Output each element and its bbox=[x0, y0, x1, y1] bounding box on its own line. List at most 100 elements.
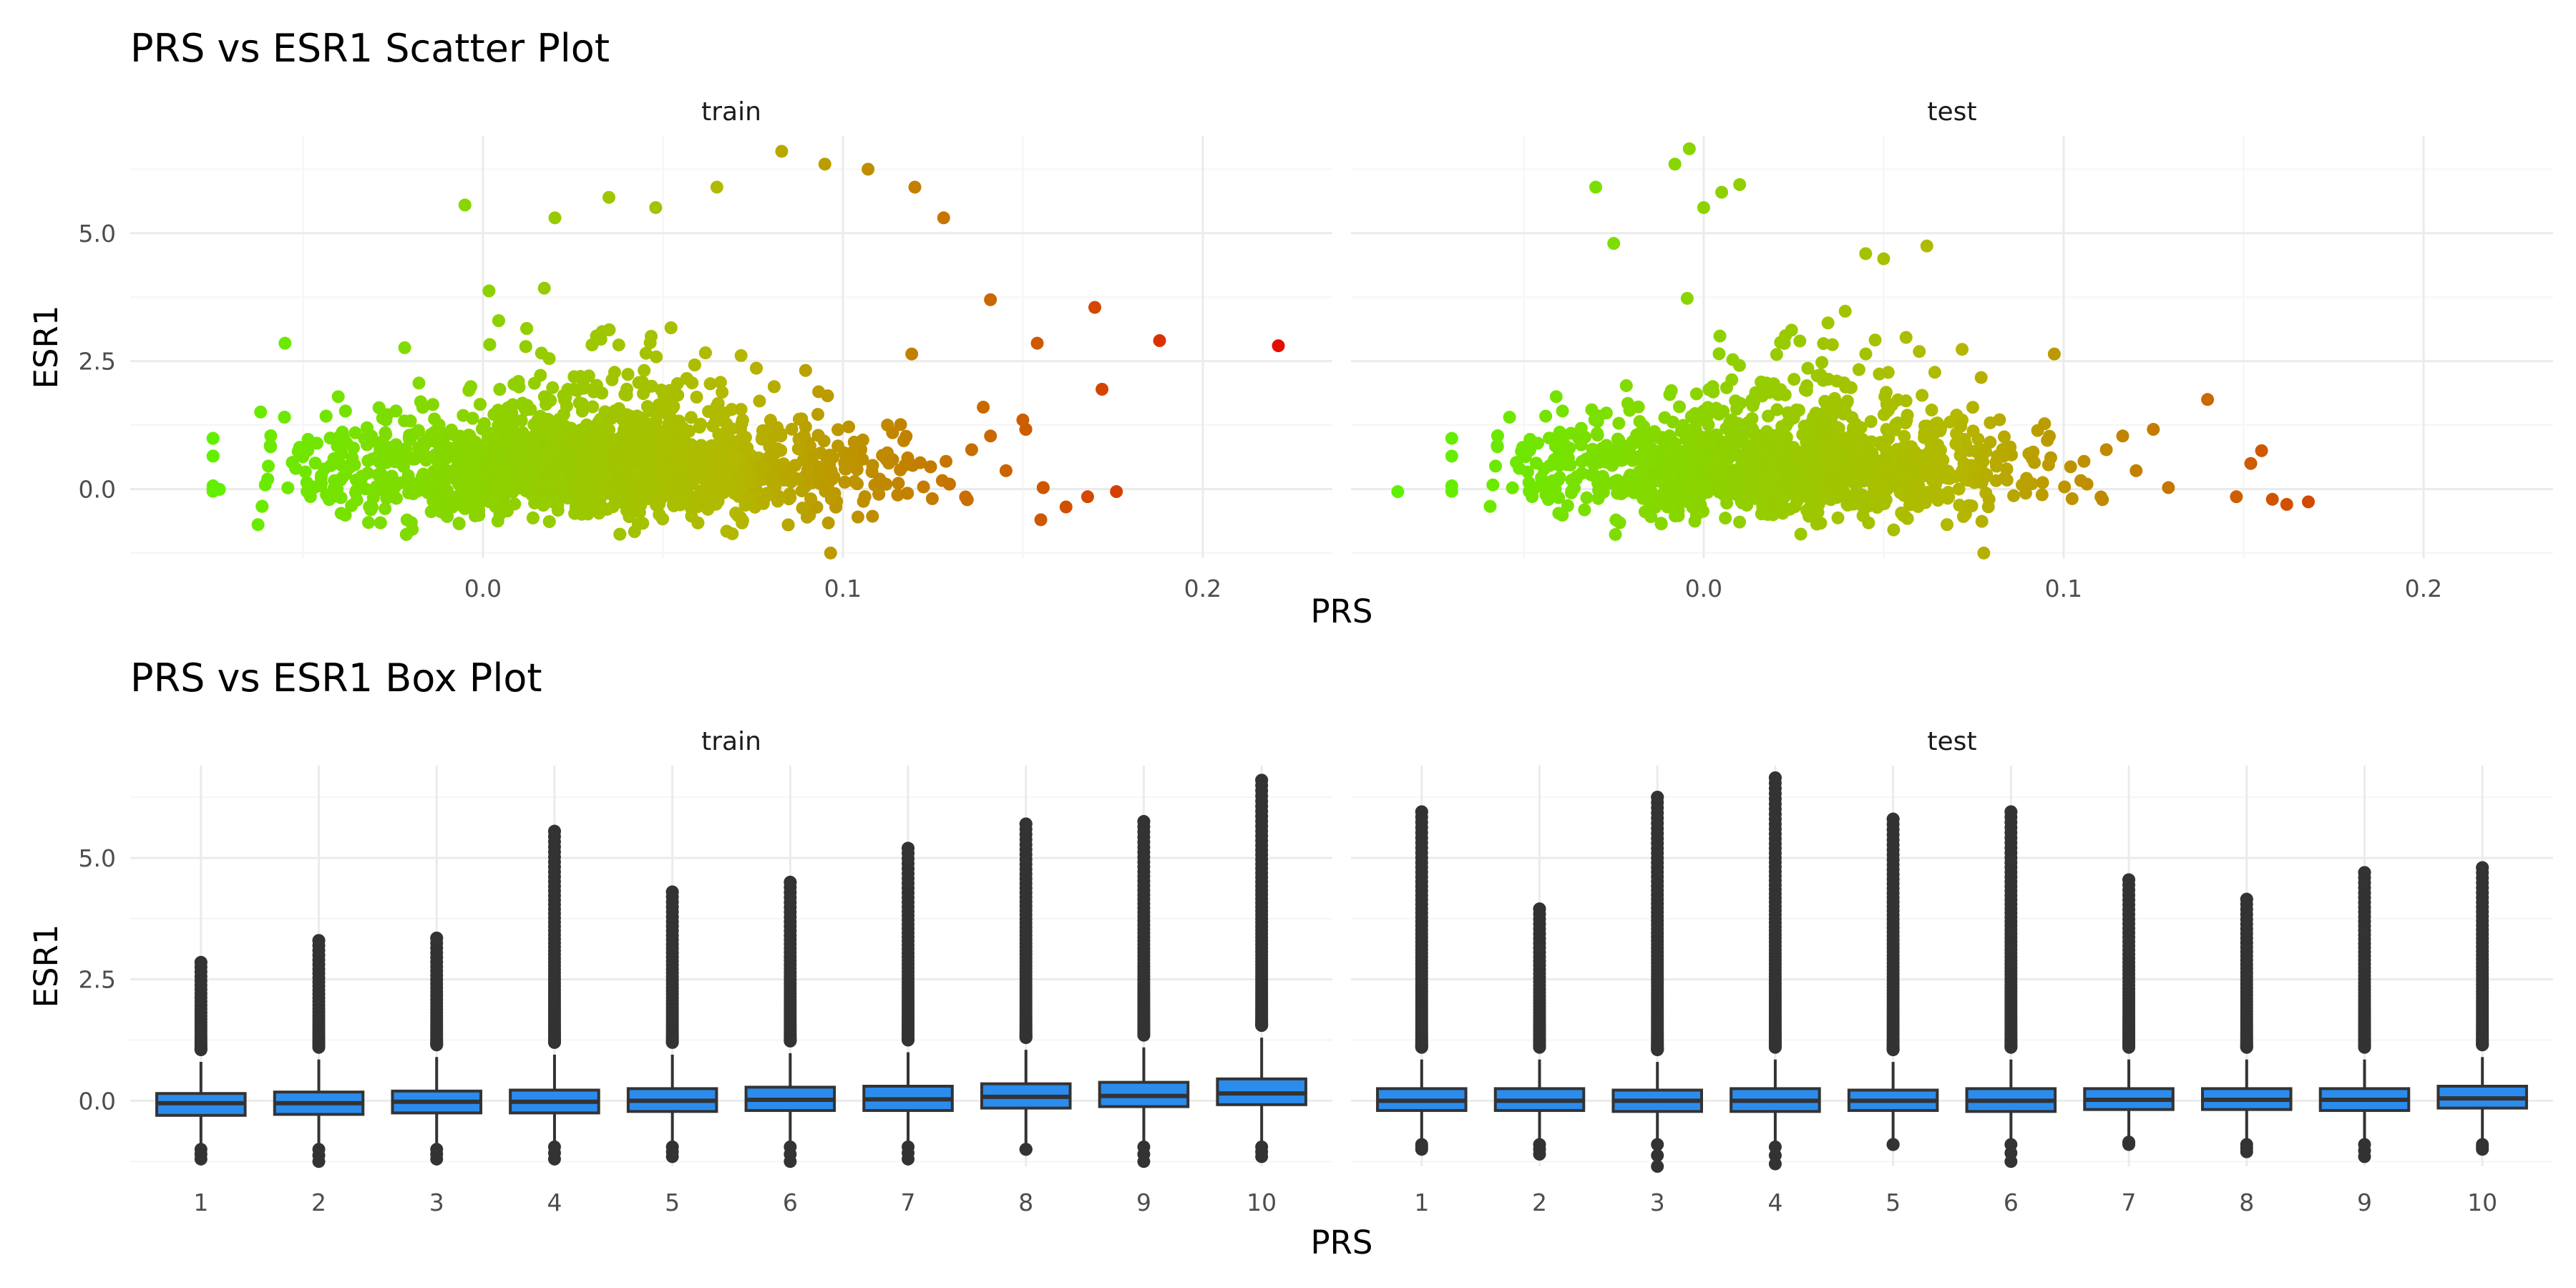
scatter-point bbox=[251, 518, 265, 532]
scatter-point bbox=[2096, 493, 2109, 507]
scatter-point bbox=[1644, 510, 1658, 524]
x-tick-label: 3 bbox=[429, 1189, 444, 1216]
scatter-point bbox=[538, 390, 552, 404]
scatter-point bbox=[937, 211, 950, 225]
scatter-point bbox=[899, 429, 913, 443]
scatter-point bbox=[785, 422, 799, 436]
scatter-point bbox=[1785, 323, 1798, 337]
scatter-point bbox=[771, 494, 784, 508]
scatter-point bbox=[1682, 142, 1696, 155]
scatter-point bbox=[763, 440, 776, 454]
scatter-point bbox=[556, 475, 570, 489]
scatter-point bbox=[698, 346, 712, 360]
scatter-point bbox=[842, 420, 856, 434]
scatter-point bbox=[261, 472, 275, 486]
scatter-point bbox=[590, 428, 604, 441]
scatter-point bbox=[381, 471, 394, 484]
scatter-point bbox=[1666, 415, 1679, 429]
scatter-point bbox=[1110, 485, 1123, 499]
scatter-point bbox=[1847, 431, 1860, 445]
box-10 bbox=[1216, 774, 1307, 1163]
scatter-point bbox=[2265, 492, 2279, 506]
scatter-point bbox=[821, 516, 835, 530]
scatter-point bbox=[2201, 393, 2215, 406]
scatter-point bbox=[639, 346, 653, 360]
scatter-point bbox=[1680, 291, 1694, 305]
scatter-point bbox=[1612, 416, 1626, 430]
scatter-point bbox=[1665, 440, 1679, 454]
scatter-point bbox=[1816, 414, 1830, 428]
scatter-point bbox=[775, 145, 789, 158]
outlier-point bbox=[902, 841, 915, 855]
scatter-point bbox=[426, 398, 439, 411]
scatter-point bbox=[469, 448, 483, 462]
scatter-point bbox=[360, 421, 374, 434]
scatter-point bbox=[343, 461, 356, 474]
scatter-point bbox=[756, 431, 769, 444]
scatter-point bbox=[734, 348, 748, 362]
scatter-point bbox=[1489, 459, 1503, 473]
scatter-point bbox=[1611, 474, 1624, 487]
scatter-point bbox=[664, 321, 678, 335]
outlier-point bbox=[1886, 1138, 1900, 1151]
scatter-point bbox=[782, 492, 796, 506]
scatter-point bbox=[763, 414, 777, 427]
scatter-point bbox=[1821, 316, 1835, 330]
scatter-point bbox=[1989, 456, 2003, 469]
scatter-point bbox=[1445, 479, 1458, 492]
scatter-point bbox=[399, 527, 413, 541]
outlier-point bbox=[1651, 1138, 1664, 1151]
scatter-point bbox=[901, 487, 914, 500]
scatter-point bbox=[657, 406, 670, 419]
scatter-point bbox=[1657, 432, 1671, 446]
x-tick-label: 0.1 bbox=[2045, 575, 2082, 602]
scatter-point bbox=[1541, 493, 1555, 507]
scatter-point bbox=[1898, 429, 1911, 443]
scatter-point bbox=[501, 401, 514, 414]
scatter-point bbox=[821, 450, 835, 464]
scatter-point bbox=[803, 476, 816, 489]
scatter-point bbox=[1685, 435, 1699, 449]
outlier-point bbox=[784, 875, 797, 889]
scatter-point bbox=[1689, 387, 1703, 401]
scatter-points-test bbox=[1391, 142, 2315, 560]
scatter-point bbox=[424, 504, 438, 518]
facet-strip-label: train bbox=[701, 97, 761, 127]
scatter-point bbox=[421, 484, 435, 498]
outliers bbox=[1768, 771, 1782, 1171]
scatter-point bbox=[680, 371, 693, 385]
scatter-point bbox=[819, 484, 832, 498]
scatter-point bbox=[1580, 491, 1594, 504]
scatter-point bbox=[538, 437, 552, 451]
scatter-point bbox=[1674, 424, 1688, 438]
scatter-point bbox=[1588, 413, 1601, 426]
x-tick-label: 9 bbox=[1136, 1189, 1151, 1216]
scatter-point bbox=[639, 467, 653, 480]
box-6 bbox=[744, 875, 836, 1169]
scatter-point bbox=[613, 527, 627, 541]
scatter-point bbox=[1840, 394, 1854, 408]
scatter-point bbox=[1594, 479, 1607, 493]
x-tick-label: 0.0 bbox=[464, 575, 502, 602]
scatter-point bbox=[649, 201, 663, 215]
scatter-point bbox=[602, 323, 616, 336]
outlier-point bbox=[1768, 771, 1782, 784]
scatter-point bbox=[831, 423, 845, 436]
scatter-point bbox=[1770, 348, 1783, 361]
scatter-point bbox=[1868, 333, 1882, 347]
scatter-point bbox=[395, 454, 409, 468]
scatter-point bbox=[1797, 446, 1810, 459]
scatter-point bbox=[1552, 491, 1566, 504]
scatter-point bbox=[1669, 479, 1683, 493]
x-tick-label: 4 bbox=[547, 1189, 562, 1216]
scatter-point bbox=[1877, 408, 1890, 421]
scatter-point bbox=[1745, 477, 1758, 490]
scatter-point bbox=[541, 412, 555, 426]
scatter-point bbox=[319, 409, 333, 423]
scatter-point bbox=[1758, 457, 1772, 470]
scatter-point bbox=[1702, 478, 1715, 492]
scatter-point bbox=[1586, 456, 1599, 469]
scatter-point bbox=[314, 479, 328, 493]
scatter-point bbox=[1729, 394, 1742, 408]
